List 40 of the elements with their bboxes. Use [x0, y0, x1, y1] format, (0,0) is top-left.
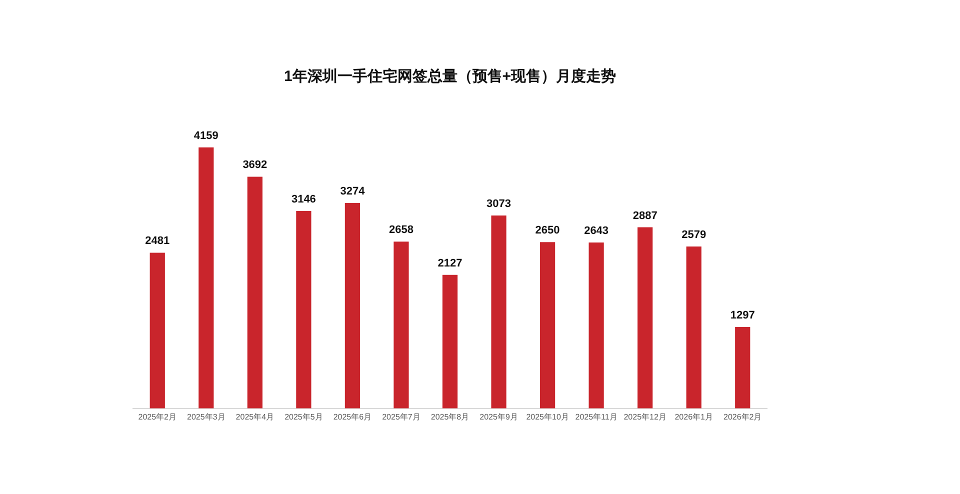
- x-tick-label: 2025年8月: [430, 412, 470, 422]
- data-label: 3274: [340, 185, 366, 198]
- x-tick-label: 2025年2月: [138, 412, 177, 422]
- x-tick-label: 2025年12月: [624, 412, 666, 422]
- x-tick-label: 2025年10月: [526, 412, 569, 422]
- bar: [247, 176, 262, 408]
- bar: [735, 327, 750, 408]
- bar: [394, 242, 409, 408]
- x-tick-label: 2025年9月: [480, 412, 518, 422]
- x-tick-label: 2025年5月: [284, 412, 323, 422]
- x-tick-label: 2025年11月: [575, 412, 618, 422]
- data-label: 2650: [535, 224, 560, 237]
- data-label: 1297: [730, 310, 755, 322]
- data-label: 2481: [145, 235, 170, 248]
- bar: [638, 227, 653, 408]
- data-label: 2658: [388, 224, 414, 236]
- chart-title: 1年深圳一手住宅网签总量（预售+现售）月度走势: [284, 67, 616, 86]
- data-label: 2579: [682, 229, 706, 242]
- x-tick-label: 2025年6月: [333, 412, 372, 422]
- bar: [491, 216, 506, 408]
- bar: [540, 242, 556, 408]
- data-label: 3146: [291, 194, 316, 206]
- bar: [296, 210, 312, 408]
- bar: [150, 252, 165, 408]
- data-label: 3692: [242, 159, 268, 172]
- x-tick-label: 2026年1月: [674, 412, 713, 422]
- bar: [686, 246, 702, 408]
- bar: [198, 147, 214, 408]
- bar: [588, 242, 604, 408]
- x-tick-label: 2025年3月: [187, 412, 226, 422]
- bar: [442, 274, 458, 408]
- x-tick-label: 2026年2月: [723, 412, 762, 422]
- data-label: 2127: [438, 257, 462, 270]
- x-tick-label: 2025年4月: [236, 412, 274, 422]
- data-label: 2887: [632, 210, 658, 222]
- bar: [344, 202, 360, 408]
- x-tick-label: 2025年7月: [382, 412, 420, 422]
- data-label: 4159: [194, 130, 218, 142]
- data-label: 3073: [486, 198, 512, 210]
- data-label: 2643: [584, 225, 609, 238]
